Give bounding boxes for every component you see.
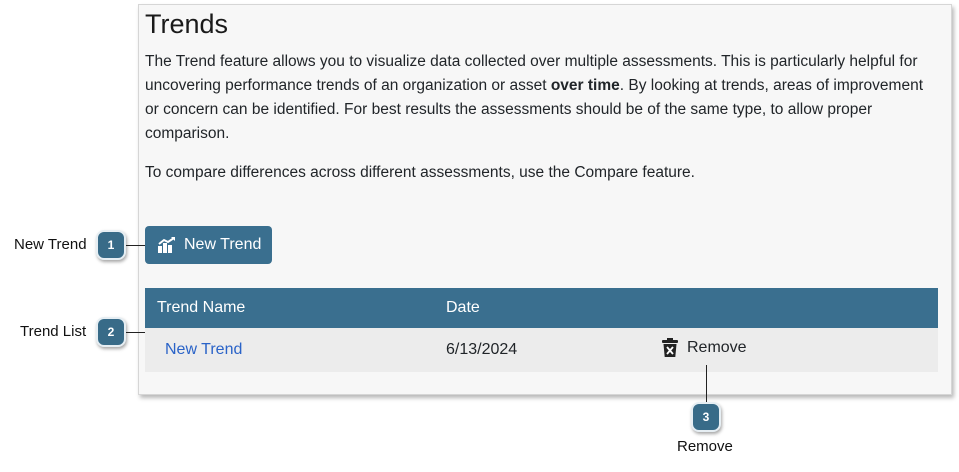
compare-paragraph: To compare differences across different … — [145, 164, 695, 181]
remove-button[interactable]: Remove — [662, 338, 747, 357]
callout-line-1 — [126, 245, 145, 246]
intro-text-bold: over time — [550, 77, 620, 94]
new-trend-button-label: New Trend — [184, 236, 262, 253]
intro-text-start: The Trend feature allows you to visualiz… — [145, 53, 918, 94]
page-title: Trends — [145, 9, 229, 39]
callout-badge-2: 2 — [96, 317, 126, 347]
trend-date: 6/13/2024 — [446, 341, 518, 358]
callout-line-3 — [706, 365, 707, 402]
callout-line-2 — [126, 332, 145, 333]
trash-icon — [662, 338, 678, 357]
chart-icon — [158, 237, 176, 253]
trend-table-header: Trend Name Date — [145, 288, 938, 328]
column-header-trend-name[interactable]: Trend Name — [157, 299, 246, 316]
intro-paragraph: The Trend feature allows you to visualiz… — [145, 50, 935, 146]
column-header-date[interactable]: Date — [446, 299, 480, 316]
callout-badge-1: 1 — [96, 230, 126, 260]
remove-label: Remove — [687, 338, 747, 356]
intro-text-end: . By looking at trends, areas of improve… — [145, 77, 924, 142]
callout-label-remove: Remove — [677, 438, 733, 455]
trend-name-link[interactable]: New Trend — [165, 341, 243, 358]
table-row: New Trend 6/13/2024 Remove — [145, 328, 938, 372]
callout-label-trend-list: Trend List — [20, 323, 87, 340]
new-trend-button[interactable]: New Trend — [145, 226, 272, 264]
callout-badge-3: 3 — [691, 402, 721, 432]
callout-label-new-trend: New Trend — [14, 236, 87, 253]
